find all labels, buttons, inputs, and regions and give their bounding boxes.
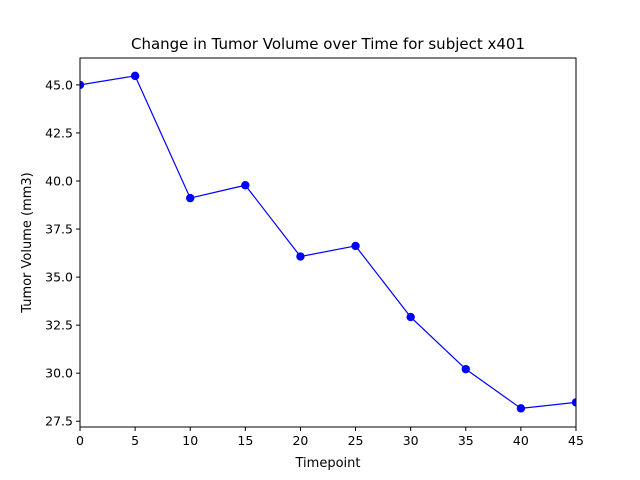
data-point bbox=[186, 193, 195, 203]
x-tick-label: 0 bbox=[76, 433, 84, 448]
y-tick-label: 42.5 bbox=[45, 125, 73, 140]
y-axis-label: Tumor Volume (mm3) bbox=[20, 172, 35, 314]
series-line bbox=[80, 75, 576, 409]
y-tick-label: 32.5 bbox=[45, 318, 73, 333]
x-tick-label: 10 bbox=[182, 433, 198, 448]
y-tick-label: 35.0 bbox=[45, 270, 73, 285]
data-point bbox=[351, 241, 360, 251]
x-tick-label: 5 bbox=[131, 433, 139, 448]
y-tick-label: 40.0 bbox=[45, 174, 73, 189]
plot-area: 0 5 10 15 20 25 30 35 40 45 27.5 30.0 32.5 35.0 37.5 40… bbox=[45, 71, 584, 448]
x-axis-label: Timepoint bbox=[295, 456, 361, 471]
x-tick-label: 40 bbox=[513, 433, 529, 448]
y-tick-label: 30.0 bbox=[45, 366, 73, 381]
y-tick-label: 45.0 bbox=[45, 77, 73, 92]
chart-title: Change in Tumor Volume over Time for sub… bbox=[131, 35, 525, 53]
data-point bbox=[130, 71, 140, 81]
data-point bbox=[406, 312, 415, 322]
x-tick-label: 25 bbox=[348, 433, 364, 448]
series-group bbox=[80, 71, 576, 413]
x-tick-label: 15 bbox=[237, 433, 253, 448]
x-tick-label: 20 bbox=[292, 433, 308, 448]
plot-frame bbox=[79, 57, 577, 428]
data-point bbox=[461, 364, 470, 374]
data-point bbox=[80, 80, 85, 90]
data-point bbox=[571, 398, 576, 407]
y-tick-label: 27.5 bbox=[45, 414, 73, 429]
data-point bbox=[296, 252, 305, 261]
y-tick-label: 37.5 bbox=[45, 222, 73, 237]
data-point bbox=[516, 404, 526, 413]
x-tick-label: 30 bbox=[403, 433, 419, 448]
x-tick-label: 35 bbox=[458, 433, 474, 448]
x-tick-label: 45 bbox=[568, 433, 584, 448]
data-point bbox=[241, 181, 250, 190]
